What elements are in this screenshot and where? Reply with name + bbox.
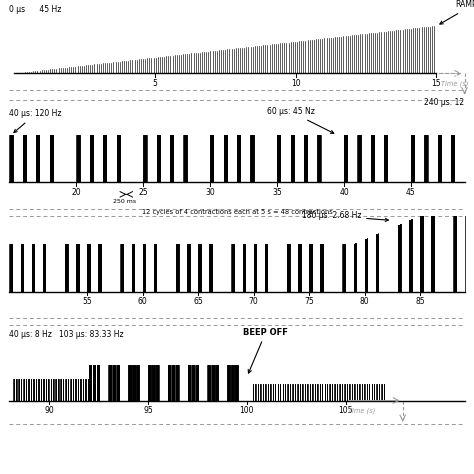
Text: 25: 25 [138, 188, 148, 197]
Text: 60 μs: 45 Nz: 60 μs: 45 Nz [266, 107, 334, 133]
Text: 15: 15 [431, 79, 441, 88]
Text: 12 cycles of 4 contractions each at 5 s = 48 contractions: 12 cycles of 4 contractions each at 5 s … [142, 209, 332, 215]
Text: 90: 90 [44, 406, 54, 415]
Text: Time (s): Time (s) [348, 408, 375, 414]
Text: 40 μs: 120 Hz: 40 μs: 120 Hz [9, 109, 62, 133]
Text: 10: 10 [291, 79, 301, 88]
Text: Time (s): Time (s) [441, 81, 468, 87]
Text: 85: 85 [415, 297, 425, 306]
Text: BEEP OFF: BEEP OFF [244, 328, 288, 373]
Text: 40 μs: 8 Hz   103 μs: 83.33 Hz: 40 μs: 8 Hz 103 μs: 83.33 Hz [9, 330, 124, 339]
Text: 30: 30 [205, 188, 215, 197]
Text: 60: 60 [138, 297, 147, 306]
Text: 45: 45 [406, 188, 416, 197]
Text: 5: 5 [153, 79, 157, 88]
Text: BEEP ON: BEEP ON [9, 0, 54, 2]
Text: 20: 20 [72, 188, 81, 197]
Text: 0 μs      45 Hz: 0 μs 45 Hz [9, 5, 62, 14]
Text: 250 ms: 250 ms [113, 199, 137, 204]
Text: 55: 55 [82, 297, 92, 306]
Text: 80: 80 [360, 297, 369, 306]
Text: 35: 35 [272, 188, 282, 197]
Text: 65: 65 [193, 297, 203, 306]
Text: 180 μs: 2.68 Hz: 180 μs: 2.68 Hz [301, 211, 388, 221]
Text: 105: 105 [338, 406, 353, 415]
Text: 75: 75 [304, 297, 314, 306]
Text: 240 μs: 12: 240 μs: 12 [424, 98, 465, 107]
Text: 70: 70 [249, 297, 258, 306]
Text: 95: 95 [143, 406, 153, 415]
Text: 40: 40 [339, 188, 349, 197]
Text: 140 μs: 45 Hz
RAMP: 140 μs: 45 Hz RAMP [440, 0, 474, 24]
Text: 100: 100 [240, 406, 254, 415]
